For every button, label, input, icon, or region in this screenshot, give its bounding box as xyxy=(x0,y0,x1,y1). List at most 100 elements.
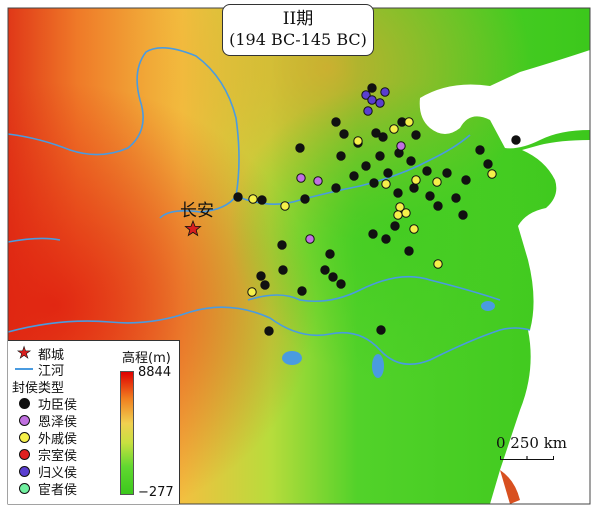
dot-icon xyxy=(14,482,34,494)
legend-item-enze: 恩泽侯 xyxy=(14,412,78,430)
lake-dongting xyxy=(282,351,302,365)
legend-item-zongshi: 宗室侯 xyxy=(14,446,77,464)
fief-point-gongchen xyxy=(278,265,288,275)
fief-point-gongchen xyxy=(378,132,388,142)
fief-point-enze xyxy=(313,176,323,186)
fief-point-gongchen xyxy=(277,240,287,250)
legend-item-gongchen: 功臣侯 xyxy=(14,395,78,413)
legend-item-label: 外戚侯 xyxy=(38,431,78,447)
lake-taihu xyxy=(481,301,495,311)
fief-point-gongchen xyxy=(381,234,391,244)
fief-point-gongchen xyxy=(233,192,243,202)
fief-point-gongchen xyxy=(511,135,521,145)
dot-icon xyxy=(14,431,34,443)
fief-point-guiyi xyxy=(363,106,373,116)
period-range: (194 BC-145 BC) xyxy=(229,30,367,49)
fief-point-gongchen xyxy=(260,280,270,290)
fief-point-gongchen xyxy=(369,178,379,188)
fief-point-waiqi xyxy=(393,210,403,220)
legend-item-label: 功臣侯 xyxy=(38,397,78,413)
fief-point-gongchen xyxy=(461,175,471,185)
legend-capital-label: 都城 xyxy=(38,347,65,363)
fief-point-gongchen xyxy=(325,249,335,259)
legend-item-label: 宦者侯 xyxy=(38,482,78,498)
legend-item-label: 恩泽侯 xyxy=(38,414,78,430)
fief-point-gongchen xyxy=(295,143,305,153)
fief-point-gongchen xyxy=(320,265,330,275)
fief-point-gongchen xyxy=(393,188,403,198)
fief-points xyxy=(233,83,521,336)
fief-point-gongchen xyxy=(349,171,359,181)
legend-item-huanzhe: 宦者侯 xyxy=(14,480,78,498)
yellow-river-upper xyxy=(7,47,240,219)
fief-point-gongchen xyxy=(433,201,443,211)
fief-point-gongchen xyxy=(297,286,307,296)
fief-point-guiyi xyxy=(361,90,371,100)
fief-point-gongchen xyxy=(442,168,452,178)
fief-point-waiqi xyxy=(432,177,442,187)
fief-point-gongchen xyxy=(336,279,346,289)
elevation-title: 高程(m) xyxy=(122,351,171,366)
legend-river-row: 江河 xyxy=(14,361,65,379)
title-box: II期 (194 BC-145 BC) xyxy=(222,4,374,56)
fief-point-gongchen xyxy=(368,229,378,239)
fief-point-gongchen xyxy=(425,191,435,201)
fief-point-enze xyxy=(396,141,406,151)
bohai-sea xyxy=(419,50,590,149)
fief-point-waiqi xyxy=(353,136,363,146)
legend: ★ 都城 江河 封侯类型 功臣侯 恩泽侯 外戚侯 宗室侯 归义侯 宦者侯 高程(m) 88… xyxy=(8,340,180,504)
fief-point-guiyi xyxy=(367,95,377,105)
island-taiwan xyxy=(500,470,520,504)
east-sea xyxy=(490,330,590,504)
fief-point-waiqi xyxy=(404,117,414,127)
fief-point-gongchen xyxy=(361,161,371,171)
fief-point-gongchen xyxy=(336,151,346,161)
star-icon: ★ xyxy=(16,343,32,362)
elevation-max: 8844 xyxy=(138,365,172,380)
fief-point-gongchen xyxy=(475,145,485,155)
lakes xyxy=(282,301,495,378)
fief-point-gongchen xyxy=(339,129,349,139)
fief-point-waiqi xyxy=(411,175,421,185)
fief-point-gongchen xyxy=(367,83,377,93)
scale-bar xyxy=(500,456,554,460)
yellow-river-lower xyxy=(235,134,471,205)
fief-point-enze xyxy=(305,234,315,244)
legend-capital-row: ★ 都城 xyxy=(14,343,65,363)
scale-label: 0 250 km xyxy=(496,434,568,452)
fief-point-gongchen xyxy=(383,168,393,178)
river-west xyxy=(7,237,61,243)
dot-icon xyxy=(14,414,34,426)
fief-point-gongchen xyxy=(256,271,266,281)
lake-poyang xyxy=(372,354,384,378)
fief-point-gongchen xyxy=(483,159,493,169)
fief-point-guiyi xyxy=(380,87,390,97)
fief-point-gongchen xyxy=(411,130,421,140)
dot-icon xyxy=(14,397,34,409)
fief-point-waiqi xyxy=(433,259,443,269)
fief-point-waiqi xyxy=(487,169,497,179)
yangtze-river xyxy=(7,306,531,366)
fief-point-waiqi xyxy=(389,124,399,134)
huai-river xyxy=(247,275,501,303)
fief-point-enze xyxy=(296,173,306,183)
fief-point-gongchen xyxy=(404,246,414,256)
fief-point-gongchen xyxy=(451,193,461,203)
legend-river-label: 江河 xyxy=(38,363,65,379)
rivers xyxy=(7,47,531,366)
fief-point-waiqi xyxy=(247,287,257,297)
fief-point-gongchen xyxy=(300,194,310,204)
fief-point-gongchen xyxy=(257,195,267,205)
dot-icon xyxy=(14,448,34,460)
fief-point-waiqi xyxy=(248,194,258,204)
fief-point-gongchen xyxy=(331,117,341,127)
fief-point-gongchen xyxy=(375,151,385,161)
fief-point-gongchen xyxy=(328,272,338,282)
fief-point-guiyi xyxy=(375,98,385,108)
capital-label: 长安 xyxy=(180,201,214,221)
legend-item-waiqi: 外戚侯 xyxy=(14,429,78,447)
fief-point-gongchen xyxy=(371,128,381,138)
fief-point-gongchen xyxy=(458,210,468,220)
elevation-min: −277 xyxy=(138,485,174,500)
legend-item-guiyi: 归义侯 xyxy=(14,463,77,481)
